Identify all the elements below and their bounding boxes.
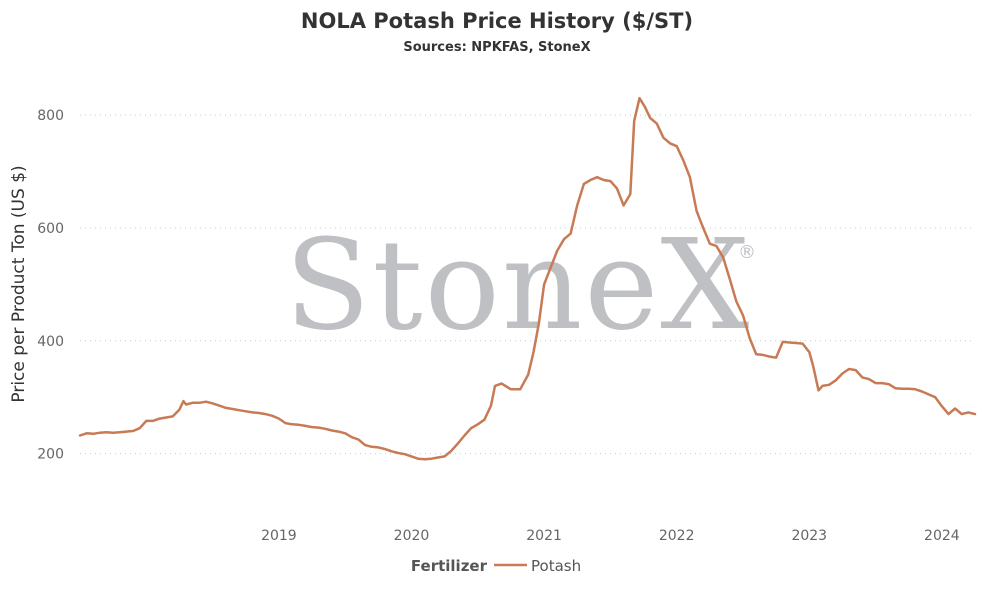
x-tick-label-2022: 2022 [659,528,695,544]
y-tick-label-800: 800 [37,108,64,124]
x-axis-ticks: 2019 2020 2021 2022 2023 2024 [261,528,960,544]
legend-item-potash[interactable]: Potash [531,557,581,575]
y-axis-ticks: 200 400 600 800 [37,108,64,462]
legend-title: Fertilizer [411,557,488,575]
chart-title: NOLA Potash Price History ($/ST) [301,9,693,33]
watermark-registered-mark: ® [738,242,756,263]
gridlines [80,114,975,455]
x-tick-label-2020: 2020 [394,528,430,544]
chart-subtitle: Sources: NPKFAS, StoneX [403,40,590,55]
stonex-watermark: StoneX ® [285,213,756,358]
x-tick-label-2021: 2021 [526,528,562,544]
y-axis-label: Price per Product Ton (US $) [9,165,29,402]
series-line-potash [78,96,977,461]
x-tick-label-2024: 2024 [924,528,960,544]
y-tick-label-200: 200 [37,447,64,463]
legend[interactable]: Fertilizer Potash [411,557,581,575]
y-tick-label-400: 400 [37,334,64,350]
x-tick-label-2019: 2019 [261,528,297,544]
x-tick-label-2023: 2023 [791,528,827,544]
y-tick-label-600: 600 [37,221,64,237]
watermark-text: StoneX [285,213,752,358]
